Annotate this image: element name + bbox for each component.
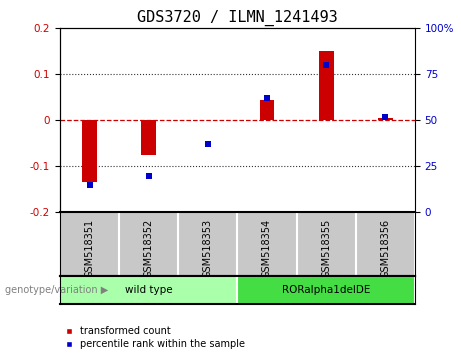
Bar (319, 51, 334, 120)
Text: wild type: wild type (125, 285, 172, 295)
Bar (237, 276, 415, 304)
Point (86, 182, 93, 188)
Point (263, 96, 271, 101)
Bar (82, 120, 97, 183)
Point (322, 62, 330, 68)
Text: genotype/variation ▶: genotype/variation ▶ (5, 285, 108, 295)
Bar (260, 100, 274, 120)
Title: GDS3720 / ILMN_1241493: GDS3720 / ILMN_1241493 (137, 9, 338, 25)
Text: GSM518355: GSM518355 (321, 219, 331, 278)
Text: GSM518354: GSM518354 (262, 219, 272, 278)
Text: GSM518356: GSM518356 (380, 219, 390, 278)
Bar (60, 276, 237, 304)
Bar (378, 118, 393, 120)
Bar (141, 120, 156, 155)
Legend: transformed count, percentile rank within the sample: transformed count, percentile rank withi… (65, 326, 245, 349)
Text: GSM518353: GSM518353 (203, 219, 213, 278)
Text: RORalpha1delDE: RORalpha1delDE (282, 285, 370, 295)
Text: GSM518352: GSM518352 (144, 219, 154, 278)
Point (145, 173, 152, 178)
Point (382, 114, 389, 120)
Text: GSM518351: GSM518351 (84, 219, 95, 278)
Point (204, 142, 212, 147)
